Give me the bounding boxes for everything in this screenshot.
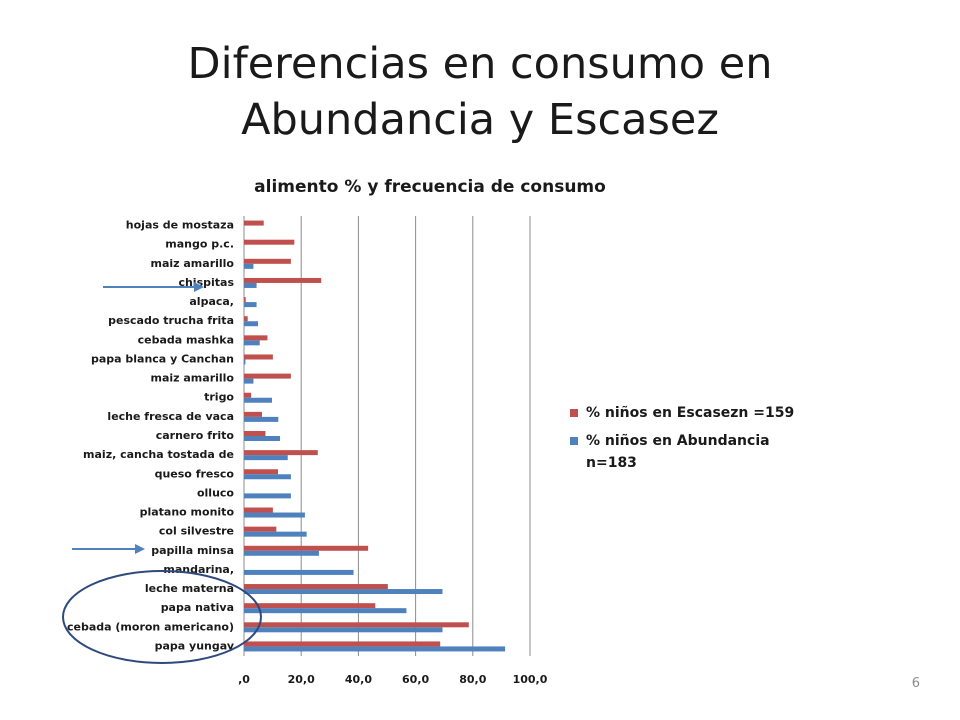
category-labels: hojas de mostaza mango p.c. maiz amarillo c… [67,219,234,653]
bar-abundancia [244,474,291,480]
x-tick-label: 80,0 [459,673,486,686]
bar-abundancia [244,321,259,327]
category-label: maiz, cancha tostada de [83,448,234,461]
bar-abundancia [244,263,254,269]
slide-title-line-1: Diferencias en consumo en [187,39,773,89]
category-label: mango p.c. [165,238,234,251]
category-label: papa yungay [155,639,234,652]
legend-swatch-abundancia [570,437,578,445]
x-tick-label: 100,0 [513,673,548,686]
slide-title: Diferencias en consumo en Abundancia y E… [0,36,960,148]
category-label: maiz amarillo [151,372,235,385]
bar-abundancia [244,340,260,346]
slide-title-line-2: Abundancia y Escasez [241,95,719,145]
bar-escasez [244,411,263,417]
bar-abundancia [244,512,305,518]
bar-escasez [244,545,369,551]
bar-abundancia [244,416,279,422]
category-label: alpaca, [189,295,234,308]
arrowhead-chispitas-icon [194,282,204,292]
category-label: cebada (moron americano) [67,620,234,633]
x-tick-label: ,0 [238,673,250,686]
bar-abundancia [244,378,254,384]
bar-abundancia [244,359,246,365]
bar-escasez [244,469,279,475]
bar-escasez [244,220,264,226]
bar-abundancia [244,627,443,633]
bar-escasez [244,258,291,264]
category-label: trigo [204,391,234,404]
x-axis-ticks: ,0 20,0 40,0 60,0 80,0 100,0 [238,673,548,686]
category-label: papa blanca y Canchan [91,352,234,365]
page-number: 6 [911,676,920,691]
bar-escasez [244,526,277,532]
category-label: leche fresca de vaca [107,410,234,423]
bar-abundancia [244,608,407,614]
legend-label-abundancia-line-2: n=183 [586,455,637,471]
legend-label-escasez: % niños en Escasezn =159 [586,405,795,421]
category-label: carnero frito [156,429,235,442]
bars [244,220,506,652]
bar-abundancia [244,589,443,595]
bar-abundancia [244,493,291,499]
bar-abundancia [244,282,257,288]
legend-item-abundancia: % niños en Abundancia n=183 [570,430,810,474]
highlight-ellipse [62,570,262,664]
category-label: pescado trucha frita [108,314,234,327]
bar-escasez [244,392,252,398]
category-label: cebada mashka [138,333,234,346]
x-tick-label: 60,0 [402,673,429,686]
bar-escasez [244,277,322,283]
bar-escasez [244,431,266,436]
category-label: papilla minsa [151,544,234,557]
legend-swatch-escasez [570,409,578,417]
x-tick-label: 20,0 [288,673,315,686]
bar-escasez [244,641,441,647]
bar-escasez [244,603,376,609]
category-label: papa nativa [161,601,234,614]
x-tick-label: 40,0 [345,673,372,686]
bar-escasez [244,622,469,628]
category-label: leche materna [145,582,234,595]
chart-title: alimento % y frecuencia de consumo [254,177,606,197]
bar-abundancia [244,646,506,652]
bar-escasez [244,297,246,303]
category-label: col silvestre [159,525,234,538]
bar-escasez [244,335,268,341]
bar-escasez [244,450,318,456]
bar-escasez [244,316,248,322]
bar-abundancia [244,397,273,403]
bar-abundancia [244,531,307,537]
bar-escasez [244,584,388,590]
bar-escasez [244,373,291,379]
bar-abundancia [244,550,319,556]
category-label: platano monito [140,506,235,519]
category-label: maiz amarillo [151,257,235,270]
bar-abundancia [244,436,281,441]
category-label: olluco [197,486,234,499]
bar-abundancia [244,302,257,308]
legend-label-abundancia-line-1: % niños en Abundancia [586,433,770,449]
bar-abundancia [244,455,288,461]
annotations [62,282,262,664]
bar-escasez [244,507,273,513]
category-label: chispitas [178,276,234,289]
bar-abundancia [244,569,354,575]
legend-item-escasez: % niños en Escasezn =159 [570,402,810,424]
category-label: hojas de mostaza [126,219,234,232]
arrowhead-papilla-minsa-icon [135,544,145,554]
bar-escasez [244,239,295,245]
bar-escasez [244,354,273,360]
category-label: queso fresco [155,467,235,480]
chart-legend: % niños en Escasezn =159 % niños en Abun… [570,402,810,474]
